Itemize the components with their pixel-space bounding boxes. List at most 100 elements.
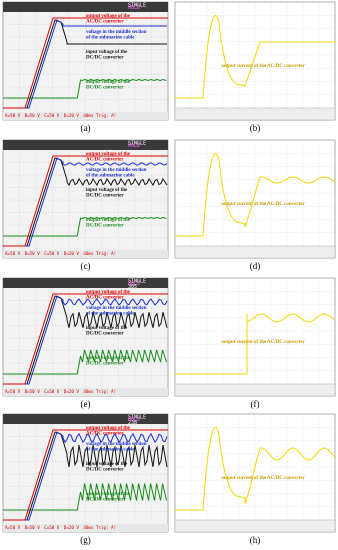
header-text: HOLD [128,417,140,423]
annotation: DC/DC converter [86,468,124,473]
annotation: output voltage of the [86,290,131,295]
footer-text: A=50 V [5,525,21,530]
header-text: HOLD [128,281,140,287]
footer-text: C=50 V [44,251,60,256]
footer-text: B=50 V [25,389,41,394]
annotation: output voltage of the [86,492,131,497]
footer-text: 40ms Trig: A! [83,525,116,530]
waveform [3,79,167,99]
waveform [3,155,168,247]
annotation: DC/DC converter [86,332,124,337]
annotation: voltage in the middle section [86,30,147,35]
waveform [3,431,168,521]
header-text: 238 [128,420,137,426]
caption: (f) [251,399,260,409]
scope-header [3,2,168,12]
scope-footer [3,112,168,120]
waveform [175,152,336,237]
footer-text: D=20 V [64,525,80,530]
scope-header [3,140,168,150]
footer-text: 40ms Trig: A! [83,113,116,118]
annotation: output current of the AC/DC converter [221,202,305,207]
annotation: input voltage of the [86,50,128,55]
waveform [3,157,168,247]
waveform [3,19,167,109]
annotation: of the submarine cable [86,36,135,41]
footer-text: C=50 V [44,389,60,394]
scope-footer [3,388,168,396]
waveform [3,295,168,385]
annotation: DC/DC converter [86,194,124,199]
annotation: input voltage of the [86,188,128,193]
scope-footer [3,524,168,532]
annotation: output voltage of the [86,356,131,361]
footer-text: 40ms Trig: A! [83,251,116,256]
header-text: SINGLE [128,414,146,420]
annotation: voltage in the middle section [86,168,147,173]
footer-text: 40ms Trig: A! [83,389,116,394]
waveform [3,431,168,521]
footer-text: A=50 V [5,389,21,394]
panel: output current of the AC/DC converter (h) [174,413,336,545]
caption: (h) [250,535,261,545]
annotation: output voltage of the [86,14,131,19]
annotation: DC/DC converter [86,498,124,503]
caption: (c) [81,261,91,271]
annotation: DC/DC converter [86,86,124,91]
annotation: of the submarine cable [86,448,135,453]
annotation: output current of the AC/DC converter [221,64,305,69]
waveform [3,295,168,385]
header-text: SINGLE [128,140,146,146]
annotation: DC/DC converter [86,56,124,61]
caption: (a) [81,123,91,133]
header-text: HOLD [128,143,140,149]
waveform [175,313,335,375]
annotation: output voltage of the [86,80,131,85]
footer-text: D=20 V [64,251,80,256]
panel: output current of the AC/DC converter (f) [174,277,336,409]
waveform [3,19,167,109]
annotation: AC/DC converter [86,20,124,25]
status-bar [174,383,336,397]
waveform [3,483,168,511]
annotation: of the submarine cable [86,312,135,317]
caption: (e) [81,399,91,409]
caption: (b) [250,123,261,133]
footer-text: B=50 V [25,113,41,118]
caption: (d) [250,261,261,271]
scope-header [3,414,168,424]
annotation: input voltage of the [86,462,128,467]
annotation: output current of the AC/DC converter [221,340,305,345]
waveform [175,14,335,99]
waveform [3,349,168,375]
header-text: 305 [128,284,137,290]
annotation: output current of the AC/DC converter [221,476,305,481]
header-text: SINGLE [128,2,146,8]
footer-text: D=20 V [64,113,80,118]
panel: output current of the AC/DC converter (b) [174,1,336,133]
header-text: HOLD [128,5,140,11]
footer-text: A=50 V [5,251,21,256]
annotation: AC/DC converter [86,432,124,437]
annotation: input voltage of the [86,326,128,331]
waveform [3,157,168,247]
waveform [175,426,336,511]
status-bar [174,107,336,121]
annotation: output voltage of the [86,426,131,431]
footer-text: B=50 V [25,251,41,256]
status-bar [174,519,336,533]
annotation: of the submarine cable [86,174,135,179]
annotation: AC/DC converter [86,158,124,163]
waveform [3,17,168,109]
footer-text: D=20 V [64,389,80,394]
footer-text: C=50 V [44,525,60,530]
scope-header [3,278,168,288]
annotation: DC/DC converter [86,224,124,229]
scope-footer [3,250,168,258]
panel: output current of the AC/DC converter (d) [174,139,336,271]
